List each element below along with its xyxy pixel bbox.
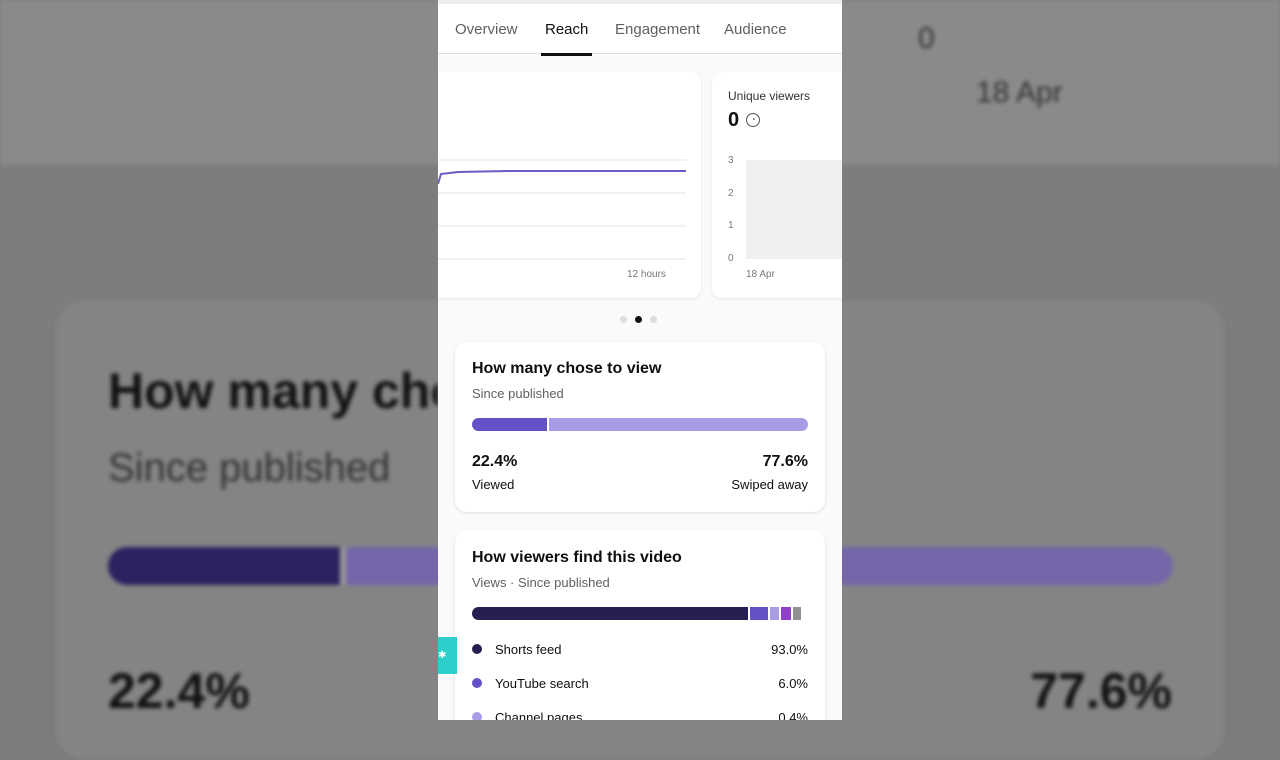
source-label: Channel pages	[495, 709, 583, 721]
viewed-pct: 22.4%	[472, 453, 518, 470]
legend-dot	[472, 712, 482, 720]
source-label: Shorts feed	[495, 641, 562, 657]
bg-swiped-pct: 77.6%	[1030, 663, 1172, 719]
legend-dot	[472, 644, 482, 654]
bg-unique-viewers-value: 0	[918, 22, 935, 55]
source-value: 6.0%	[778, 675, 808, 691]
tab-overview[interactable]: Overview	[455, 21, 518, 38]
source-segment	[781, 607, 792, 620]
views-line-chart	[438, 159, 686, 260]
swiped-pct: 77.6%	[762, 453, 808, 470]
traffic-sources-card: How viewers find this video Views · Sinc…	[455, 530, 825, 720]
viewed-label: Viewed	[472, 477, 515, 492]
source-value: 93.0%	[771, 641, 808, 657]
phone-screen: Overview Reach Engagement Audience 12 ho…	[438, 0, 842, 720]
chose-to-view-card: How many chose to view Since published 2…	[455, 342, 825, 512]
tab-audience[interactable]: Audience	[724, 21, 787, 38]
unique-viewers-chart-area	[746, 160, 842, 259]
source-segment	[769, 607, 780, 620]
source-segment	[793, 607, 802, 620]
tab-bar: Overview Reach Engagement Audience	[438, 0, 842, 56]
unique-viewers-card[interactable]: Unique viewers 0 ◔ 3 2 1 0 18 Apr	[712, 72, 842, 298]
bg-subtitle: Since published	[108, 446, 391, 490]
clock-icon: ◔	[746, 113, 760, 127]
source-segment	[472, 607, 748, 620]
y-tick: 0	[728, 253, 734, 264]
source-row[interactable]: Shorts feed 93.0%	[472, 632, 808, 666]
x-axis-label: 12 hours	[627, 269, 666, 280]
viewed-segment	[472, 418, 547, 431]
tab-engagement[interactable]: Engagement	[615, 21, 701, 38]
source-label: YouTube search	[495, 675, 589, 691]
source-row[interactable]: Channel pages 0.4%	[472, 700, 808, 720]
card-subtitle: Views · Since published	[472, 575, 610, 590]
y-tick: 1	[728, 220, 734, 231]
bg-right-strip: 0 18 Apr 77.6%	[842, 0, 1280, 720]
x-axis-label: 18 Apr	[746, 269, 775, 280]
viewed-vs-swiped-bar	[472, 418, 808, 431]
source-row[interactable]: YouTube search 6.0%	[472, 666, 808, 700]
source-segment	[749, 607, 768, 620]
floating-action-button[interactable]: ✱	[438, 637, 457, 674]
pin-icon: ✱	[438, 650, 447, 661]
card-subtitle: Since published	[472, 386, 564, 401]
source-value: 0.4%	[778, 709, 808, 721]
traffic-sources-bar	[472, 607, 808, 620]
views-chart-card[interactable]: 12 hours	[438, 72, 701, 298]
card-title: How viewers find this video	[472, 549, 682, 566]
unique-viewers-title: Unique viewers	[728, 89, 811, 103]
bg-left-strip: How many chose to view Since published 2…	[0, 0, 438, 720]
bg-date-label: 18 Apr	[976, 76, 1063, 109]
bg-viewed-pct: 22.4%	[108, 663, 250, 719]
card-title: How many chose to view	[472, 360, 662, 377]
carousel-indicator[interactable]	[620, 316, 657, 323]
legend-dot	[472, 678, 482, 688]
swiped-label: Swiped away	[731, 477, 808, 492]
unique-viewers-value: 0	[728, 109, 740, 131]
y-tick: 3	[728, 155, 734, 166]
bg-title: How many chose to view	[108, 363, 438, 419]
tab-reach[interactable]: Reach	[540, 21, 593, 56]
swiped-segment	[546, 418, 808, 431]
views-line	[438, 170, 686, 185]
y-tick: 2	[728, 188, 734, 199]
